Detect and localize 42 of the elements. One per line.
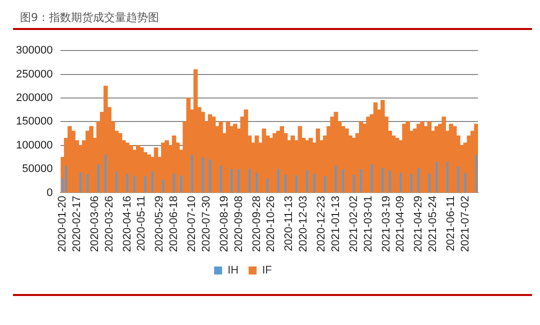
bar: [442, 116, 446, 193]
x-tick-label: 2020-12-03: [298, 196, 310, 252]
x-tick-label: 2020-05-11: [136, 196, 148, 252]
x-tick-label: 2021-02-02: [348, 196, 360, 252]
chart-title: 图9：指数期货成交量趋势图: [19, 10, 160, 26]
x-tick-label: 2020-10-26: [265, 196, 278, 252]
y-tick-label: 100000: [16, 139, 53, 152]
x-tick-label: 2020-03-06: [88, 196, 101, 252]
x-tick-label: 2020-11-13: [283, 196, 296, 252]
bar: [146, 154, 151, 193]
x-tick-label: 2020-12-23: [316, 196, 328, 252]
x-tick-label: 2020-07-10: [186, 196, 198, 252]
x-tick-label: 2021-03-01: [362, 196, 374, 252]
legend-label: IF: [262, 264, 272, 277]
x-tick-label: 2021-04-09: [394, 196, 407, 252]
x-tick-label: 2021-03-19: [380, 196, 392, 252]
x-tick-label: 2020-05-29: [154, 196, 166, 252]
y-tick-label: 50000: [22, 163, 53, 176]
x-tick-label: 2020-01-20: [56, 196, 69, 252]
y-tick-label: 0: [46, 186, 53, 199]
x-tick-label: 2020-02-17: [70, 196, 83, 252]
bar: [89, 126, 94, 193]
x-tick-label: 2021-05-24: [427, 196, 440, 252]
x-tick-label: 2020-04-16: [121, 196, 134, 252]
bar: [164, 140, 169, 193]
x-tick-label: 2021-06-11: [445, 196, 458, 252]
x-tick-label: 2021-07-02: [459, 196, 472, 252]
x-tick-label: 2021-04-29: [412, 196, 425, 252]
y-tick-label: 300000: [16, 44, 53, 57]
bar: [406, 121, 410, 193]
x-tick-label: 2020-07-30: [200, 196, 212, 252]
x-tick-label: 2020-03-26: [103, 196, 116, 252]
x-tick-label: 2020-08-19: [218, 196, 230, 252]
y-tick-label: 200000: [16, 92, 53, 104]
y-tick-label: 150000: [16, 116, 53, 128]
x-tick-label: 2021-01-13: [330, 196, 342, 252]
legend-label: IH: [228, 264, 239, 277]
bar: [128, 145, 133, 193]
x-tick-label: 2020-09-28: [250, 196, 263, 252]
x-tick-label: 2020-09-08: [232, 196, 245, 252]
x-tick-label: 2020-06-18: [168, 196, 180, 252]
y-tick-label: 250000: [16, 68, 53, 80]
